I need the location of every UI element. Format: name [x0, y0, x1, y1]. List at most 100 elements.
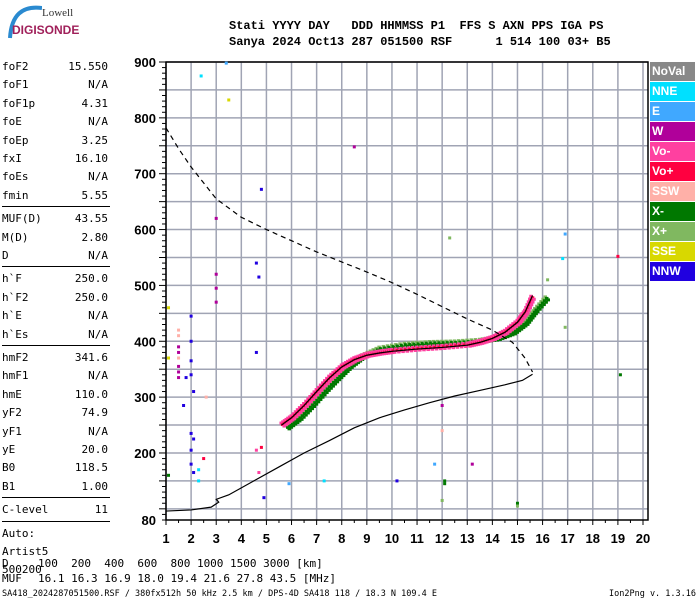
divider: [2, 266, 110, 268]
o-trace-point: [495, 336, 499, 340]
param-label: yE: [2, 443, 16, 456]
x-trace-point: [341, 374, 346, 378]
echo-point: [189, 314, 193, 318]
param-value: 16.10: [74, 152, 108, 165]
o-trace-point: [317, 391, 322, 395]
echo-point: [440, 498, 444, 502]
param-label: fxI: [2, 152, 22, 165]
legend-ssw: SSW: [650, 182, 695, 201]
x-tick-label: 4: [238, 531, 246, 546]
echo-point: [352, 145, 356, 149]
o-trace-point: [330, 377, 334, 381]
electron-density-profile: [165, 373, 533, 512]
param-value: 2.80: [81, 230, 109, 244]
x-trace-point: [287, 427, 292, 431]
o-trace-point: [296, 413, 301, 417]
echo-point: [204, 395, 208, 399]
x-tick-label: 16: [535, 531, 549, 546]
echo-point: [262, 496, 266, 500]
x-trace-point: [348, 367, 352, 371]
echo-point: [184, 376, 188, 380]
legend-vo-plus: Vo+: [650, 162, 695, 181]
echo-point: [515, 501, 519, 505]
param-value: 15.550: [68, 60, 108, 73]
y-tick-label: 300: [134, 390, 156, 405]
x-trace-point: [544, 300, 548, 304]
o-trace-point: [298, 411, 303, 415]
echo-point: [177, 350, 181, 354]
x-trace-point: [300, 417, 304, 421]
param-label: foE: [2, 115, 22, 129]
x-trace-point: [517, 329, 522, 333]
echo-point: [214, 300, 218, 304]
param-value: N/A: [88, 309, 108, 323]
echo-point: [561, 257, 565, 261]
param-md: M(D) 2.80: [2, 231, 108, 245]
param-foep: foEp 3.25: [2, 134, 108, 148]
x-trace-point: [308, 409, 312, 413]
x-trace-point: [521, 326, 526, 330]
echo-point: [197, 468, 201, 472]
footer-file-info: SA418_2024287051500.RSF / 380fx512h 50 k…: [2, 589, 437, 599]
param-value: 20.0: [81, 443, 109, 456]
o-trace-point: [451, 346, 456, 350]
x-trace-point: [346, 369, 350, 373]
echo-point: [192, 471, 196, 475]
echo-point: [177, 356, 181, 360]
param-hme: hmE 110.0: [2, 388, 108, 402]
y-tick-label: 80: [142, 513, 156, 528]
x-tick-label: 1: [162, 531, 169, 546]
auto-line: 500200: [2, 563, 42, 577]
echo-point: [177, 328, 181, 332]
param-label: foEp: [2, 133, 29, 147]
o-trace-point: [340, 368, 345, 372]
x-trace-point: [529, 318, 533, 322]
o-trace-point: [313, 395, 317, 399]
param-label: M(D): [2, 230, 29, 244]
echo-point: [197, 479, 201, 483]
auto-line: Auto:: [2, 526, 36, 540]
x-tick-label: 15: [510, 531, 524, 546]
param-label: B0: [2, 461, 16, 475]
o-trace-point: [531, 300, 535, 304]
x-trace-point: [540, 305, 544, 309]
x-tick-label: 7: [313, 531, 320, 546]
x-trace-point: [325, 391, 329, 395]
param-value: 1.00: [81, 479, 109, 493]
muf-values-row: MUF 16.1 16.3 16.9 18.0 19.4 21.6 27.8 43…: [2, 572, 336, 585]
x-trace-point: [409, 344, 414, 348]
echo-point: [254, 261, 258, 265]
profile-extrapolation: [165, 127, 534, 373]
o-trace-point: [302, 407, 307, 411]
o-trace-point: [376, 353, 380, 357]
x-tick-label: 11: [410, 531, 424, 546]
o-trace-point: [382, 352, 386, 356]
y-tick-label: 900: [134, 55, 156, 70]
o-trace-point: [459, 345, 464, 349]
x-tick-label: 19: [611, 531, 625, 546]
o-trace-point: [493, 337, 497, 341]
y-tick-label: 400: [134, 334, 156, 349]
o-trace-point: [315, 393, 320, 397]
echo-point: [189, 431, 193, 435]
o-trace-point: [472, 343, 476, 347]
echo-point: [257, 275, 261, 279]
x-tick-label: 5: [263, 531, 270, 546]
param-foe: foE N/A: [2, 115, 108, 129]
param-d: D N/A: [2, 249, 108, 263]
o-trace-fit: [281, 295, 534, 426]
y-tick-label: 200: [134, 446, 156, 461]
echo-point: [254, 350, 258, 354]
o-trace-point: [367, 354, 372, 358]
o-trace-point: [338, 370, 343, 374]
o-trace-point: [336, 372, 340, 376]
o-trace-point: [476, 342, 481, 346]
o-trace-point: [332, 375, 336, 379]
o-trace-point: [518, 321, 522, 325]
echo-point: [202, 457, 206, 461]
param-value: N/A: [88, 369, 108, 383]
o-trace-point: [447, 346, 451, 350]
param-hf2: h`F2 250.0: [2, 291, 108, 305]
x-trace-point: [538, 307, 542, 311]
param-fof1p: foF1p 4.31: [2, 97, 108, 111]
